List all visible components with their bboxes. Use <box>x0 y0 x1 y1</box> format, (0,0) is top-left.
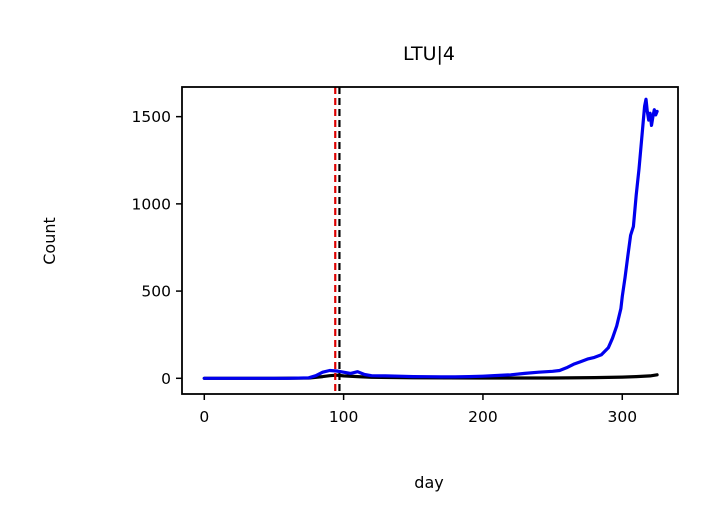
x-axis: 0 100 200 300 <box>199 394 637 426</box>
y-tick-label: 500 <box>141 283 171 301</box>
blue-series <box>202 97 659 380</box>
x-tick-label: 100 <box>329 408 359 426</box>
x-tick-label: 300 <box>607 408 637 426</box>
x-axis-label: day <box>414 473 443 492</box>
y-tick-label: 1000 <box>132 195 171 213</box>
y-tick-label: 1500 <box>132 108 171 126</box>
x-tick-label: 200 <box>468 408 498 426</box>
y-axis: 0 500 1000 1500 <box>132 108 182 388</box>
plot-area <box>202 87 659 394</box>
y-tick-label: 0 <box>161 370 171 388</box>
plot-frame <box>181 86 679 395</box>
y-axis-label: Count <box>40 217 59 265</box>
chart-title: LTU|4 <box>403 43 455 65</box>
x-tick-label: 0 <box>199 408 209 426</box>
